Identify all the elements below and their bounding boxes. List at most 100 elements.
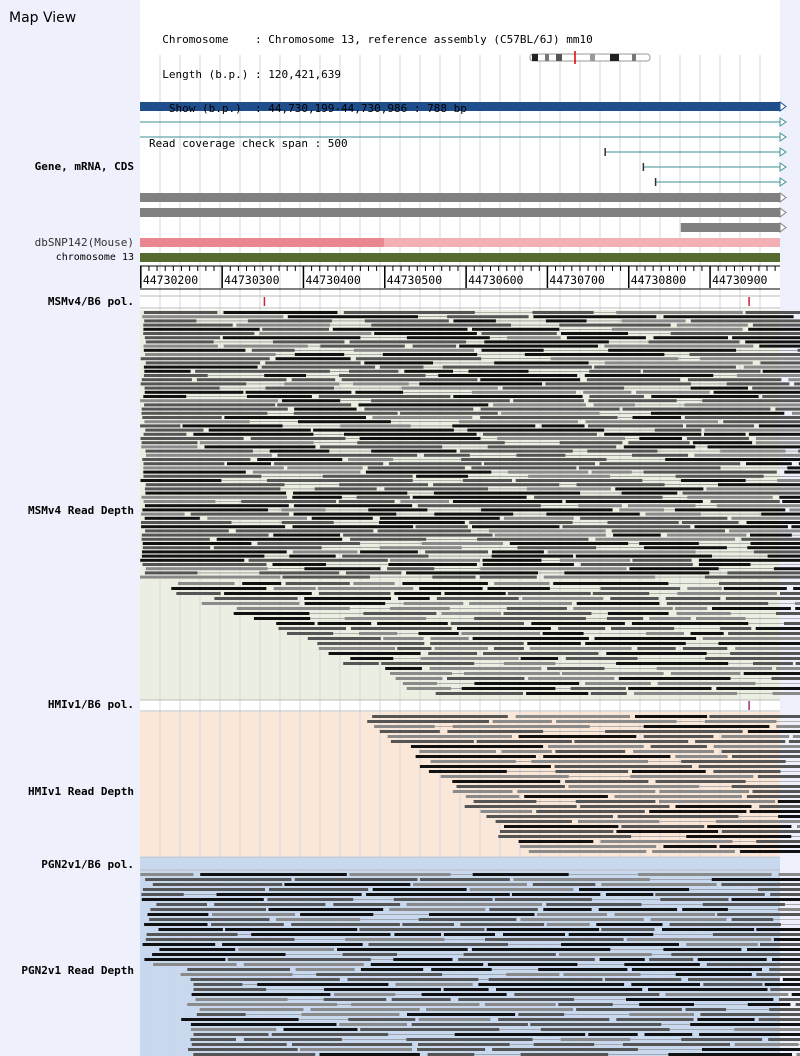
msm-read (689, 353, 800, 356)
msm-read (690, 386, 748, 390)
msm-read (694, 525, 788, 529)
snp-track-label[interactable]: dbSNP142(Mouse) (34, 236, 134, 249)
chromosome-ideogram[interactable] (529, 51, 651, 64)
hmi-read (704, 720, 777, 723)
msm-read (415, 525, 468, 529)
polymorphism-marks (140, 295, 780, 871)
pgn-read (391, 998, 451, 1001)
pgn-pol-label[interactable]: PGN2v1/B6 pol. (41, 858, 134, 871)
hmi-read (643, 735, 714, 738)
msm-read (526, 487, 611, 491)
msm-read (483, 652, 599, 655)
msm-read (632, 453, 689, 457)
hmi-read (447, 730, 544, 733)
msm-read (616, 662, 729, 665)
gene-feature[interactable] (140, 102, 780, 111)
pgn-read (773, 938, 800, 941)
msm-read (142, 542, 252, 545)
hmi-read (777, 800, 800, 803)
cds-feature[interactable] (140, 193, 780, 202)
pgn-read (702, 1048, 800, 1051)
msm-read (140, 357, 270, 361)
snp-feature[interactable] (140, 238, 384, 247)
msm-read (585, 682, 651, 685)
msm-read (425, 550, 488, 554)
pgn-read (359, 928, 485, 931)
pgn-read (421, 993, 507, 996)
msm-depth-label[interactable]: MSMv4 Read Depth (28, 504, 134, 517)
mrna-feature-arrow (779, 117, 787, 127)
msm-read (247, 395, 312, 398)
msm-read (365, 470, 492, 474)
info-show-range: Show (b.p.) : 44,730,199-44,730,986 : 78… (149, 102, 467, 115)
msm-read (304, 602, 386, 605)
msm-read (547, 667, 605, 670)
chromosome-track-label[interactable]: chromosome 13 (55, 252, 134, 263)
msm-read (588, 399, 677, 403)
msm-read (576, 602, 660, 605)
pgn-read (511, 893, 601, 896)
annotation-tracks (140, 101, 787, 262)
msm-read (607, 612, 669, 615)
msm-read (773, 567, 800, 571)
msm-read (720, 627, 752, 630)
pgn-read (417, 1048, 486, 1051)
pgn-read (310, 1008, 420, 1011)
msm-pol-label[interactable]: MSMv4/B6 pol. (47, 295, 134, 308)
pgn-read (472, 873, 569, 876)
msm-read (775, 407, 800, 411)
msm-read (390, 607, 450, 610)
pgn-read (319, 1053, 420, 1056)
msm-read (472, 637, 589, 640)
msm-read (332, 327, 468, 331)
msm-read (628, 687, 712, 690)
cds-feature[interactable] (680, 223, 780, 232)
msm-read (675, 474, 764, 478)
axis-tick-label: 44730500 (387, 273, 442, 287)
pgn-read (141, 893, 184, 896)
pgn-read (485, 938, 624, 941)
hmi-read (681, 760, 786, 763)
msm-read (459, 420, 578, 424)
msm-read (311, 516, 373, 520)
hmi-read (663, 845, 717, 848)
hmi-read (575, 800, 656, 803)
msm-read (782, 500, 800, 503)
pgn-read (769, 1008, 800, 1011)
pgn-read (393, 898, 493, 901)
pgn-read (345, 938, 445, 941)
hmi-read (721, 735, 790, 738)
ideogram-band (590, 54, 595, 61)
msm-read (593, 403, 635, 407)
pgn-read (153, 963, 237, 966)
axis-tick-label: 44730700 (549, 273, 604, 287)
pgn-read (191, 1043, 287, 1046)
pgn-read (292, 1043, 413, 1046)
chromosome-feature[interactable] (140, 253, 780, 262)
msm-read (585, 420, 718, 424)
msm-read (558, 627, 606, 630)
gene-track-label[interactable]: Gene, mRNA, CDS (34, 160, 134, 173)
ideogram-band (532, 54, 538, 61)
msm-read (143, 348, 246, 352)
msm-read (292, 550, 358, 554)
msm-read (272, 340, 345, 344)
msm-read (143, 462, 225, 466)
msm-read (760, 361, 800, 365)
hmi-read (456, 785, 565, 788)
hmi-pol-label[interactable]: HMIv1/B6 pol. (47, 698, 134, 711)
pgn-read (546, 923, 590, 926)
pgn-read (506, 973, 560, 976)
msm-read (798, 449, 800, 453)
pgn-read (606, 893, 654, 896)
snp-feature[interactable] (383, 238, 780, 247)
msm-read (328, 652, 421, 655)
pgn-depth-label[interactable]: PGN2v1 Read Depth (21, 964, 134, 977)
msm-read (213, 546, 322, 550)
hmi-read (580, 805, 670, 808)
msm-read (350, 537, 427, 541)
hmi-depth-label[interactable]: HMIv1 Read Depth (28, 785, 134, 798)
cds-feature[interactable] (140, 208, 780, 217)
msm-read (397, 647, 432, 650)
